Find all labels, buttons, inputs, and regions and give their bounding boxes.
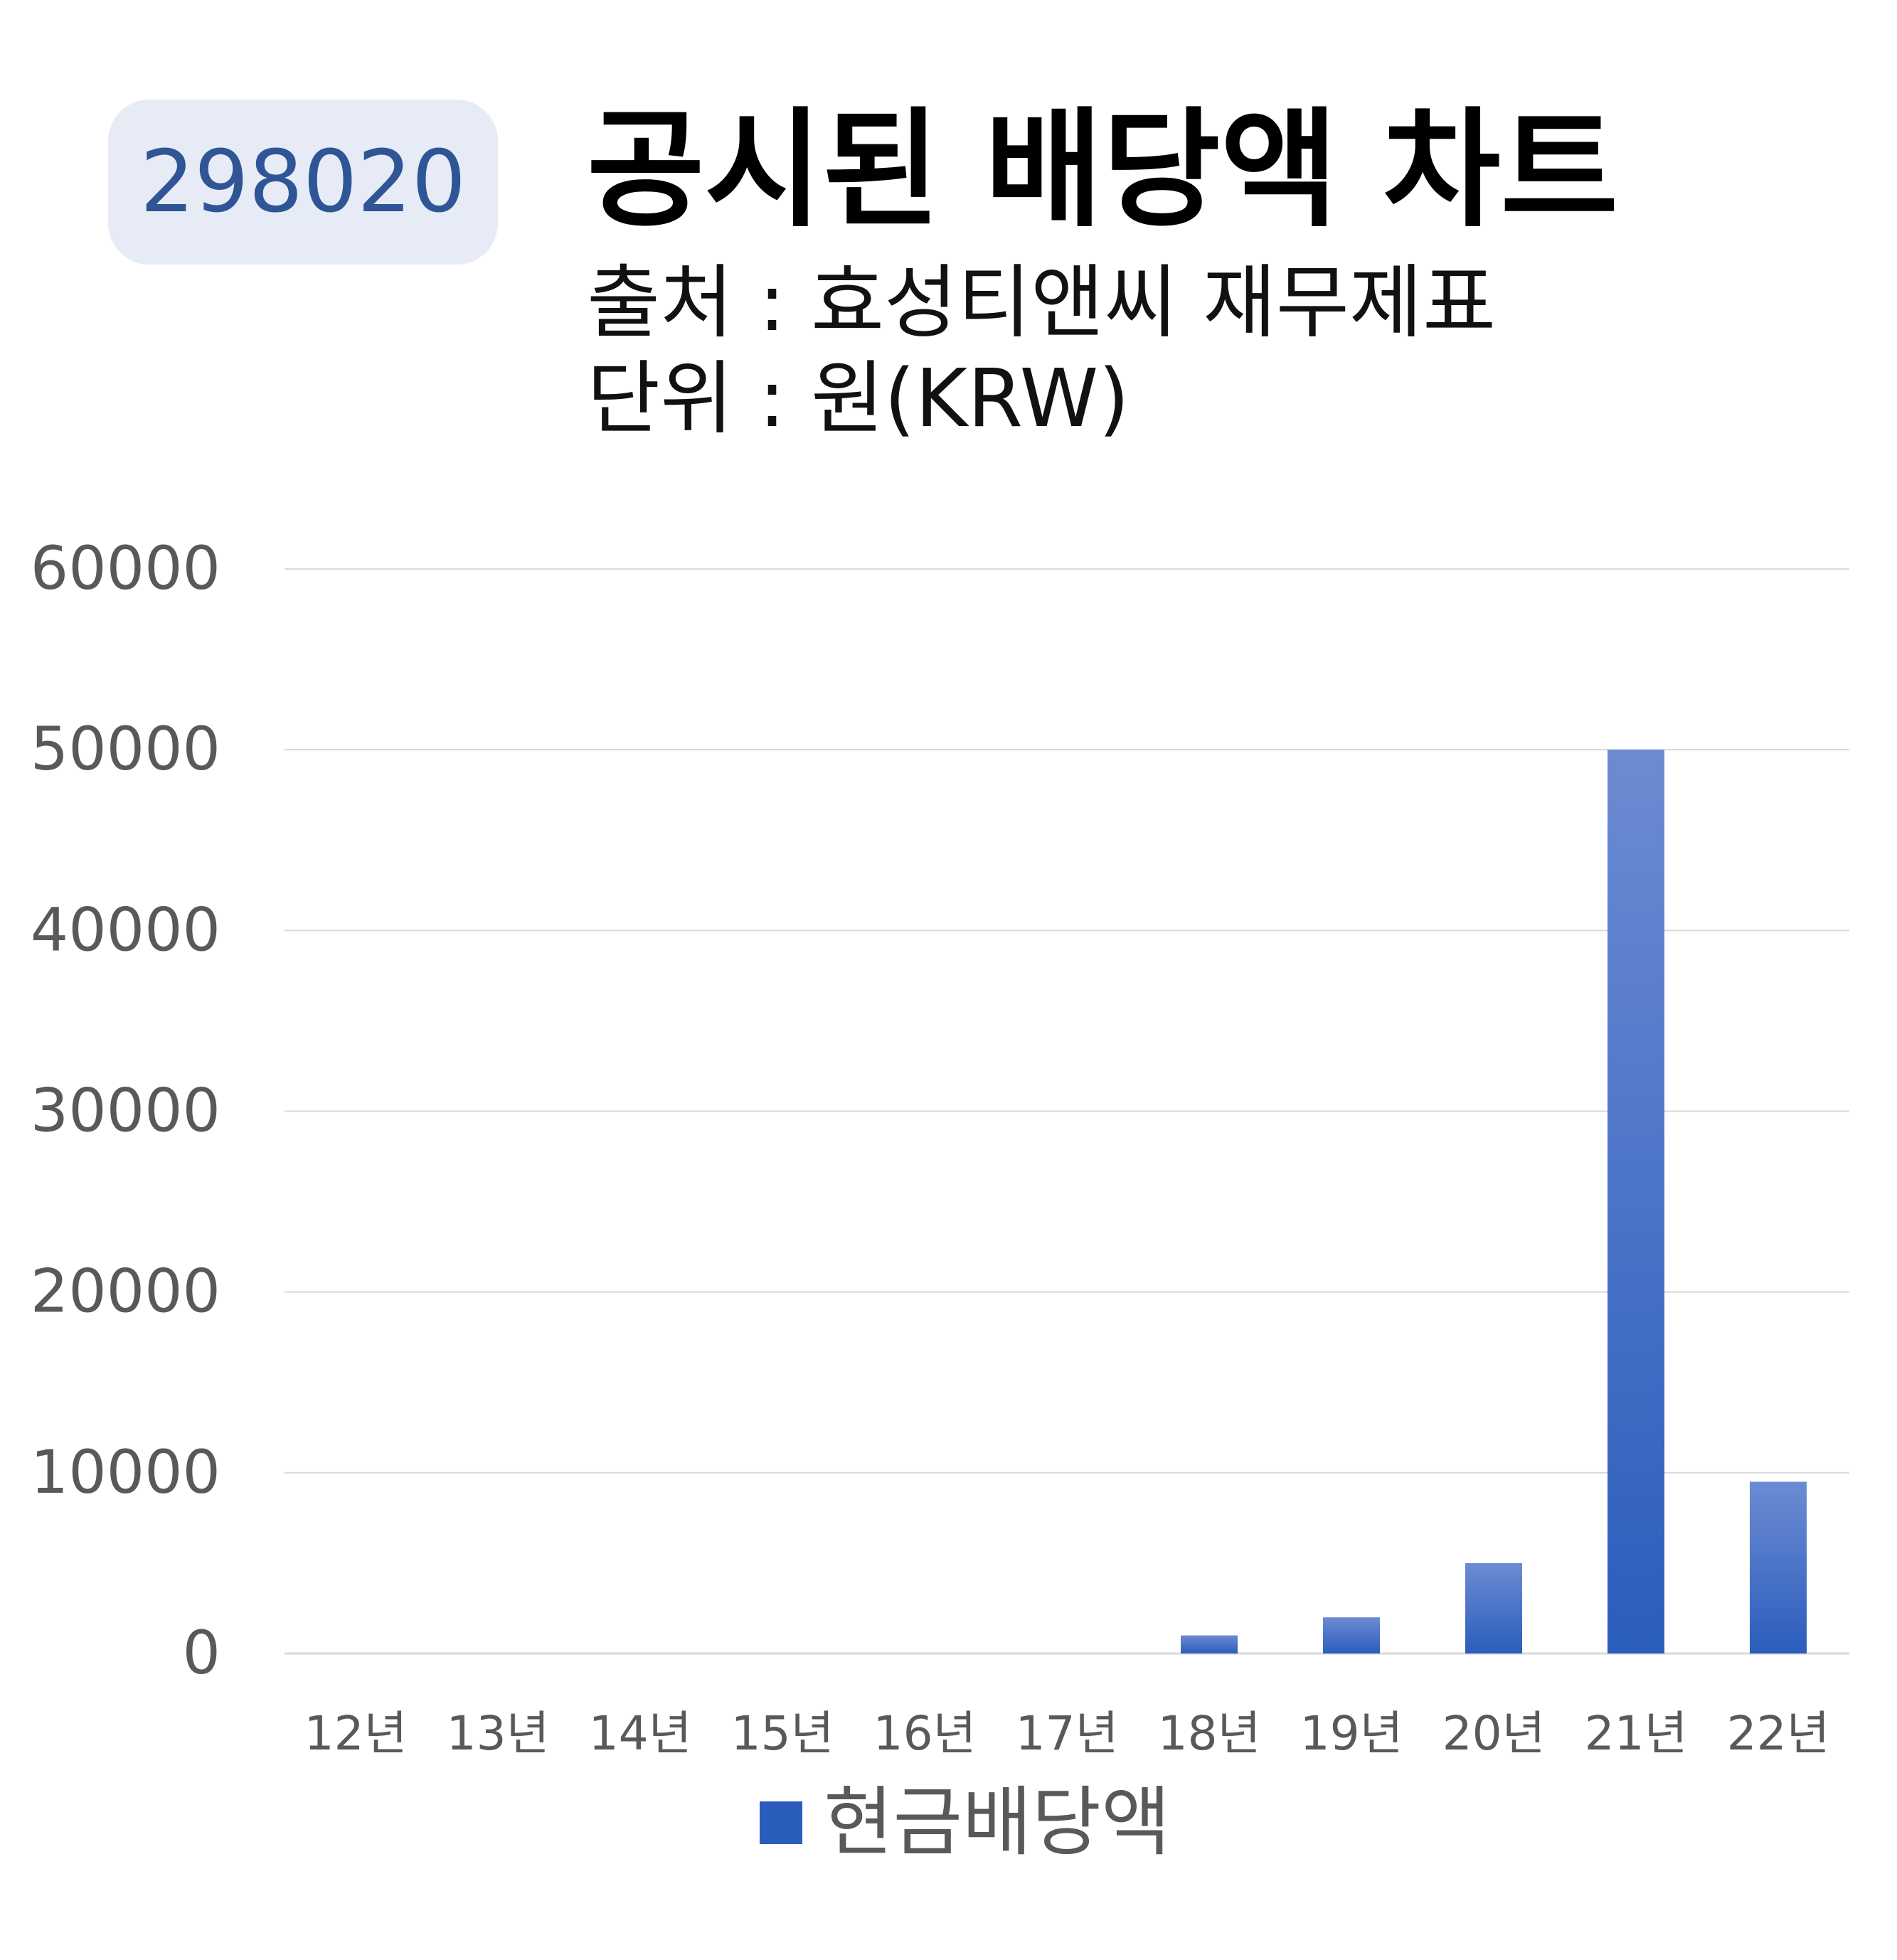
x-tick-label: 15년 (731, 1706, 834, 1761)
y-tick-label: 50000 (31, 714, 220, 784)
x-tick-label: 13년 (447, 1706, 550, 1761)
x-tick-label: 22년 (1727, 1706, 1830, 1761)
y-tick-label: 0 (183, 1618, 220, 1688)
legend-swatch (760, 1801, 802, 1844)
unit-line: 단위 : 원(KRW) (587, 353, 1130, 445)
x-tick-label: 18년 (1158, 1706, 1261, 1761)
x-tick-label: 12년 (304, 1706, 408, 1761)
bar (1750, 1481, 1807, 1653)
x-tick-label: 19년 (1300, 1706, 1403, 1761)
x-tick-label: 21년 (1585, 1706, 1688, 1761)
bar (1181, 1635, 1238, 1653)
x-tick-label: 17년 (1016, 1706, 1119, 1761)
x-tick-label: 16년 (873, 1706, 977, 1761)
bars (1181, 750, 1807, 1653)
y-tick-label: 10000 (31, 1437, 220, 1507)
x-axis-ticks: 12년 13년 14년 15년 16년 17년 18년 19년 20년 21년 22년 (304, 1706, 1830, 1761)
stock-code: 298020 (139, 132, 467, 232)
stock-code-badge: 298020 (108, 100, 498, 265)
bar (1323, 1617, 1380, 1653)
chart-title: 공시된 배당액 차트 (587, 96, 1619, 245)
x-tick-label: 14년 (589, 1706, 692, 1761)
y-axis-ticks: 0 10000 20000 30000 40000 50000 60000 (31, 533, 220, 1688)
source-line: 출처 : 효성티앤씨 재무제표 (587, 257, 1496, 349)
gridlines (285, 568, 1849, 1655)
y-tick-label: 20000 (31, 1257, 220, 1326)
bar (1465, 1562, 1522, 1653)
legend-label: 현금배당액 (824, 1779, 1171, 1866)
y-tick-label: 60000 (31, 533, 220, 603)
legend: 현금배당액 (760, 1785, 1171, 1860)
x-tick-label: 20년 (1442, 1706, 1546, 1761)
bar (1608, 750, 1664, 1653)
y-tick-label: 30000 (31, 1076, 220, 1146)
y-tick-label: 40000 (31, 895, 220, 964)
